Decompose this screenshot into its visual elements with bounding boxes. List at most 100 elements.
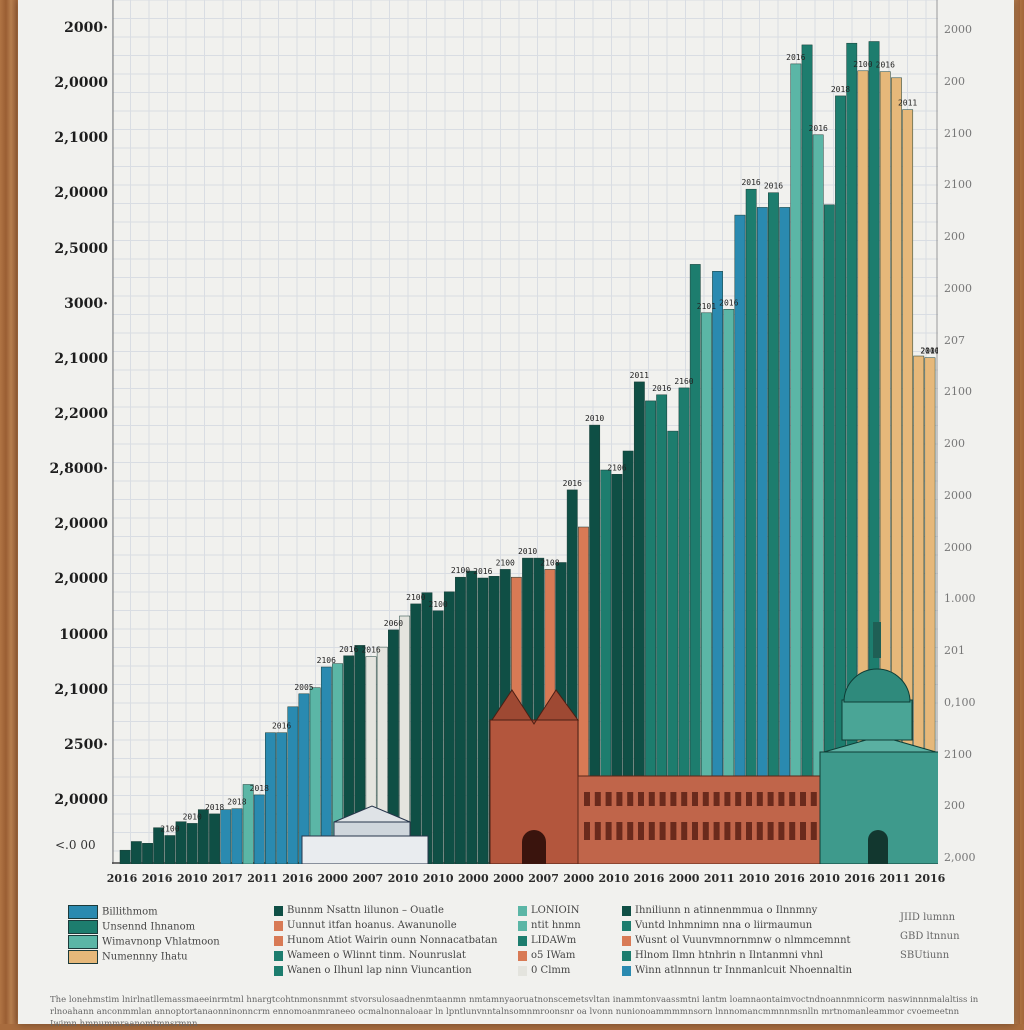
right-tick-label: 2100 xyxy=(944,126,972,140)
legend-label: Unsennd Ihnanom xyxy=(102,921,196,933)
bar xyxy=(611,474,623,864)
bar-value-label: 2016 xyxy=(272,722,291,731)
capitol-statue xyxy=(873,622,881,658)
brick-window xyxy=(778,792,785,806)
bar-value-label: 2005 xyxy=(294,683,313,692)
bar xyxy=(209,813,220,864)
bar-value-label: 2016 xyxy=(876,61,895,70)
legend-swatch xyxy=(622,935,631,946)
bar xyxy=(309,687,321,864)
x-tick-label: 2011 xyxy=(879,872,911,885)
bar-value-label: 2010 xyxy=(518,547,537,556)
legend-note: JIID lumnn xyxy=(900,912,956,923)
bar xyxy=(846,42,858,864)
legend-label: 0 Clmm xyxy=(531,965,571,976)
bar xyxy=(645,400,656,864)
legend-item: Vuntd lnhmnimn nna o liirmaumun xyxy=(622,920,852,935)
x-tick-label: 2010 xyxy=(422,872,454,885)
legend-item: Hlnom Ilmn htnhrin n Ilntanmni vhnl xyxy=(622,950,852,965)
bar xyxy=(276,732,288,864)
legend-item: LONIOIN xyxy=(518,905,581,920)
legend-swatch xyxy=(518,920,527,931)
brick-window xyxy=(594,822,601,840)
museum-facade xyxy=(333,821,411,837)
legend-swatch xyxy=(274,965,283,976)
bar-value-label: 2016 xyxy=(339,645,358,654)
brick-window xyxy=(638,822,644,840)
legend-swatch xyxy=(274,935,283,946)
brick-window xyxy=(746,792,752,806)
right-tick-label: 2000 xyxy=(944,281,972,295)
right-tick-label: 0,100 xyxy=(944,695,976,709)
brick-window xyxy=(800,822,806,840)
brick-window xyxy=(627,792,634,806)
brick-window xyxy=(670,822,677,840)
legend-label: o5 IWam xyxy=(531,950,576,961)
legend-swatch xyxy=(622,905,631,916)
bar xyxy=(175,821,187,864)
brick-window xyxy=(800,792,806,806)
brick-window xyxy=(648,792,655,806)
bar-value-label: 2018 xyxy=(205,803,224,812)
legend-item: Wanen o Ilhunl lap ninn Viuncantion xyxy=(274,965,497,980)
brick-window xyxy=(659,822,666,840)
bar xyxy=(768,192,779,864)
bar xyxy=(477,577,489,864)
bar xyxy=(812,134,824,864)
legend-label: Wusnt ol Vuunvmnornmnw o nlmmcemnnt xyxy=(635,935,851,946)
bar xyxy=(388,629,399,864)
legend-item: Wusnt ol Vuunvmnornmnw o nlmmcemnnt xyxy=(622,935,852,950)
right-tick-label: 200 xyxy=(944,74,965,88)
right-tick-label: 200 xyxy=(944,437,965,450)
legend-item: Uunnut itfan hoanus. Awanunolle xyxy=(274,920,497,935)
bar-value-label: 2018 xyxy=(250,784,269,793)
x-tick-label: 2016 xyxy=(844,872,876,885)
bar-value-label: 2010 xyxy=(183,812,202,821)
bar-value-label: 2160 xyxy=(674,377,693,386)
bar xyxy=(823,204,835,864)
right-tick-label: 2100 xyxy=(944,747,972,761)
brick-window xyxy=(713,792,720,806)
bar-value-label: 2100 xyxy=(406,593,425,602)
bar-value-label: 2018 xyxy=(831,85,850,94)
bar xyxy=(868,41,880,864)
bar xyxy=(678,387,690,864)
brick-window xyxy=(670,792,677,806)
brick-window xyxy=(810,792,817,806)
gothic-door xyxy=(522,830,546,864)
y-tick-label: 2000· xyxy=(64,20,108,36)
bar-value-label: 2011 xyxy=(898,99,917,108)
bar xyxy=(790,63,802,864)
y-tick-label: 2,8000· xyxy=(49,461,108,478)
bar xyxy=(723,309,735,864)
bar xyxy=(578,526,589,864)
brick-window xyxy=(756,822,763,840)
x-tick-label: 2010 xyxy=(809,872,840,885)
bar xyxy=(354,645,366,864)
legend-item: Wimavnonp Vhlatmoon xyxy=(68,935,220,950)
legend-label: LONIOIN xyxy=(531,905,580,916)
legend-swatch xyxy=(274,950,283,961)
right-tick-label: 207 xyxy=(944,333,965,347)
bar xyxy=(712,271,723,864)
legend-swatch xyxy=(518,965,527,976)
x-tick-label: 2000 xyxy=(457,872,489,885)
right-tick-label: 2,000 xyxy=(944,851,976,864)
y-tick-label: 2,0000 xyxy=(54,792,108,808)
legend-item: Hunom Atiot Wairin ounn Nonnacatbatan xyxy=(274,935,497,950)
bar-value-label: 2016 xyxy=(361,646,380,655)
x-tick-label: 2010 xyxy=(387,872,419,885)
bar-value-label: 2016 xyxy=(809,124,828,133)
baseline-note: <.0 00 xyxy=(55,838,96,852)
x-tick-label: 2000 xyxy=(493,872,524,885)
bar xyxy=(857,70,869,864)
bar-value-label: 2010 xyxy=(585,414,604,423)
bar xyxy=(622,450,634,864)
bar-value-label: 2011 xyxy=(630,371,649,380)
brick-window xyxy=(724,822,731,840)
brick-window xyxy=(638,792,644,806)
bar xyxy=(667,430,679,864)
x-tick-label: 2010 xyxy=(739,872,770,885)
brick-window xyxy=(789,822,796,840)
